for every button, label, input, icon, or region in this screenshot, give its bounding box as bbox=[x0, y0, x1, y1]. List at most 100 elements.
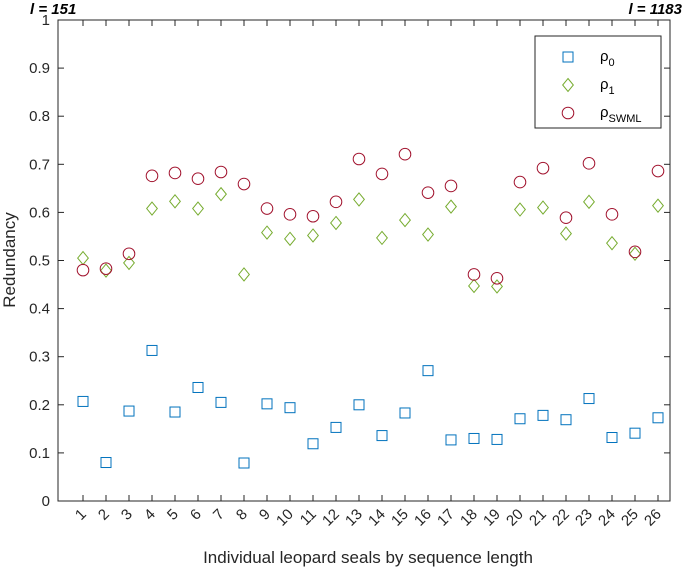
corner-label-left: l = 151 bbox=[30, 1, 76, 18]
x-tick-label: 5 bbox=[164, 506, 182, 524]
point-circle bbox=[260, 202, 274, 215]
point-diamond bbox=[100, 263, 112, 278]
legend-marker-diamond bbox=[562, 77, 574, 93]
point-diamond bbox=[445, 199, 457, 214]
point-square bbox=[376, 430, 388, 442]
point-diamond bbox=[238, 267, 250, 282]
point-circle bbox=[421, 186, 435, 199]
point-diamond bbox=[606, 235, 618, 251]
point-square bbox=[146, 344, 158, 356]
point-diamond bbox=[583, 194, 595, 210]
x-tick-label: 24 bbox=[595, 506, 619, 530]
y-tick-label: 0.6 bbox=[29, 204, 50, 221]
point-circle bbox=[122, 247, 136, 261]
point-square bbox=[353, 399, 365, 411]
point-square bbox=[261, 398, 273, 410]
point-diamond bbox=[629, 246, 641, 262]
x-tick-label: 20 bbox=[503, 506, 527, 530]
legend-label: ρ1 bbox=[600, 76, 615, 97]
point-square bbox=[491, 433, 503, 445]
point-square bbox=[169, 406, 181, 418]
point-square bbox=[330, 421, 342, 433]
point-square bbox=[560, 414, 572, 426]
point-diamond bbox=[560, 226, 572, 241]
point-diamond bbox=[652, 198, 664, 213]
x-tick-label: 21 bbox=[526, 506, 550, 530]
y-tick-label: 0.4 bbox=[29, 301, 50, 318]
point-diamond bbox=[514, 202, 526, 217]
point-diamond bbox=[353, 192, 365, 207]
y-tick-label: 0.2 bbox=[29, 397, 50, 414]
point-circle bbox=[444, 179, 458, 193]
corner-label-right: l = 1183 bbox=[628, 1, 682, 18]
point-square bbox=[77, 395, 89, 407]
point-diamond bbox=[307, 228, 319, 243]
point-square bbox=[192, 381, 204, 393]
x-tick-label: 19 bbox=[480, 506, 504, 530]
point-square bbox=[583, 393, 595, 405]
point-diamond bbox=[537, 200, 549, 215]
x-tick-label: 26 bbox=[641, 506, 665, 530]
point-circle bbox=[513, 175, 527, 189]
point-diamond bbox=[399, 212, 411, 228]
x-tick-label: 10 bbox=[273, 506, 297, 530]
x-tick-label: 9 bbox=[256, 506, 274, 524]
point-square bbox=[652, 412, 664, 424]
point-diamond bbox=[422, 227, 434, 242]
point-square bbox=[399, 407, 411, 419]
data-points bbox=[76, 147, 665, 469]
x-tick-label: 25 bbox=[618, 506, 642, 530]
point-circle bbox=[651, 164, 665, 178]
point-diamond bbox=[169, 194, 181, 209]
point-diamond bbox=[123, 255, 135, 271]
legend: ρ0 ρ1 ρSWML bbox=[534, 35, 662, 129]
point-circle bbox=[582, 157, 596, 170]
point-diamond bbox=[491, 279, 503, 294]
x-tick-label: 23 bbox=[572, 506, 596, 530]
point-circle bbox=[605, 208, 619, 221]
x-tick-label: 17 bbox=[434, 506, 458, 530]
y-tick-label: 0.9 bbox=[29, 60, 50, 77]
y-tick-label: 0.7 bbox=[29, 156, 50, 173]
x-tick-label: 4 bbox=[141, 506, 159, 524]
x-tick-label: 1 bbox=[72, 506, 90, 524]
point-square bbox=[284, 402, 296, 414]
point-square bbox=[537, 409, 549, 421]
point-circle bbox=[467, 268, 481, 281]
point-circle bbox=[168, 166, 182, 180]
point-diamond bbox=[468, 278, 480, 294]
point-square bbox=[514, 413, 526, 425]
x-tick-label: 3 bbox=[118, 506, 136, 524]
x-tick-label: 13 bbox=[342, 506, 366, 530]
point-circle bbox=[191, 172, 205, 186]
legend-label: ρ0 bbox=[600, 48, 615, 69]
point-square bbox=[445, 434, 457, 446]
x-tick-label: 12 bbox=[319, 506, 343, 530]
x-tick-label: 16 bbox=[411, 506, 435, 530]
y-tick-label: 0.8 bbox=[29, 108, 50, 125]
x-tick-label: 18 bbox=[457, 506, 481, 530]
x-tick-label: 7 bbox=[210, 506, 228, 524]
point-circle bbox=[375, 167, 389, 181]
y-axis-label: Redundancy bbox=[0, 212, 19, 308]
x-tick-label: 8 bbox=[233, 506, 251, 524]
x-tick-label: 14 bbox=[365, 506, 389, 530]
point-square bbox=[123, 405, 135, 417]
point-circle bbox=[306, 209, 320, 223]
point-square bbox=[468, 432, 480, 444]
x-tick-label: 11 bbox=[297, 506, 320, 529]
point-circle bbox=[99, 262, 113, 275]
point-square bbox=[606, 432, 618, 444]
x-tick-label: 22 bbox=[549, 506, 573, 530]
point-circle bbox=[536, 161, 550, 175]
x-tick-label: 15 bbox=[388, 506, 412, 530]
point-circle bbox=[490, 271, 504, 285]
point-circle bbox=[559, 211, 573, 224]
point-square bbox=[215, 396, 227, 408]
point-circle bbox=[352, 152, 366, 166]
point-diamond bbox=[215, 186, 227, 202]
point-circle bbox=[145, 169, 159, 183]
point-circle bbox=[283, 208, 297, 221]
x-tick-label: 2 bbox=[95, 506, 113, 524]
